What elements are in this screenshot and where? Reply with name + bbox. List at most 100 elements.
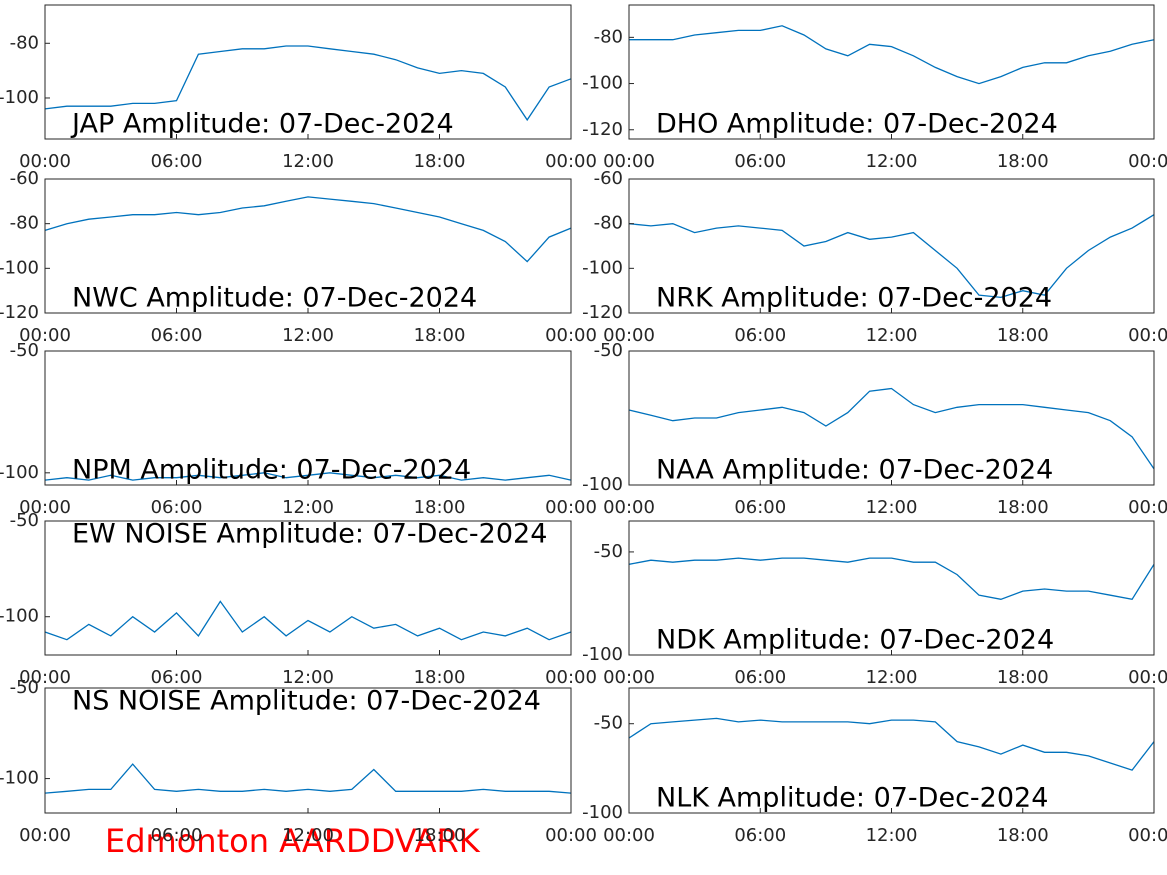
y-tick-label: -80 — [10, 32, 39, 53]
x-tick-label: 12:00 — [282, 325, 334, 346]
x-tick-label: 18:00 — [414, 325, 466, 346]
y-tick-label: -100 — [582, 474, 623, 495]
panel-title: NLK Amplitude: 07-Dec-2024 — [656, 783, 1048, 814]
y-tick-label: -120 — [582, 302, 623, 323]
y-tick-label: -50 — [594, 713, 623, 734]
x-tick-label: 06:00 — [151, 667, 203, 688]
x-tick-label: 12:00 — [282, 497, 334, 518]
y-tick-label: -80 — [594, 26, 623, 47]
panel-title: DHO Amplitude: 07-Dec-2024 — [656, 109, 1058, 140]
series-line — [628, 387, 1155, 470]
plot-area — [45, 688, 571, 813]
plot-area — [45, 351, 571, 485]
x-tick-label: 00:00 — [603, 667, 655, 688]
x-tick-label: 06:00 — [734, 667, 786, 688]
x-tick-label: 00:00 — [19, 667, 71, 688]
x-tick-label: 00:00 — [603, 325, 655, 346]
y-tick-label: -100 — [0, 257, 39, 278]
x-tick-label: 00:00 — [545, 151, 597, 172]
x-tick-label: 12:00 — [866, 497, 918, 518]
y-tick-label: -60 — [594, 168, 623, 189]
panel-title: NWC Amplitude: 07-Dec-2024 — [72, 283, 477, 314]
x-tick-label: 12:00 — [866, 151, 918, 172]
x-tick-label: 18:00 — [997, 667, 1049, 688]
y-tick-label: -80 — [594, 213, 623, 234]
plot-area — [629, 521, 1154, 655]
x-tick-label: 18:00 — [997, 825, 1049, 846]
series-line — [44, 196, 572, 263]
panel-title: NS NOISE Amplitude: 07-Dec-2024 — [72, 686, 541, 717]
x-tick-label: 12:00 — [282, 151, 334, 172]
x-tick-label: 12:00 — [866, 825, 918, 846]
x-tick-label: 00:00 — [1128, 151, 1167, 172]
y-tick-label: -120 — [582, 119, 623, 140]
x-tick-label: 12:00 — [866, 667, 918, 688]
x-tick-label: 18:00 — [414, 825, 466, 846]
x-tick-label: 06:00 — [734, 151, 786, 172]
y-tick-label: -50 — [594, 340, 623, 361]
series-line — [44, 472, 572, 481]
x-tick-label: 06:00 — [151, 825, 203, 846]
x-tick-label: 00:00 — [545, 825, 597, 846]
y-tick-label: -100 — [582, 802, 623, 823]
x-tick-label: 00:00 — [545, 497, 597, 518]
x-tick-label: 00:00 — [545, 667, 597, 688]
y-tick-label: -100 — [0, 768, 39, 789]
x-tick-label: 00:00 — [19, 825, 71, 846]
plot-area — [629, 179, 1154, 313]
panel-title: EW NOISE Amplitude: 07-Dec-2024 — [72, 519, 547, 550]
y-tick-label: -100 — [0, 606, 39, 627]
plot-area — [629, 688, 1154, 813]
x-tick-label: 00:00 — [603, 151, 655, 172]
series-line — [44, 600, 572, 641]
y-tick-label: -50 — [10, 340, 39, 361]
x-tick-label: 06:00 — [151, 151, 203, 172]
x-tick-label: 18:00 — [414, 151, 466, 172]
y-tick-label: -100 — [0, 462, 39, 483]
x-tick-label: 06:00 — [151, 497, 203, 518]
plot-area — [45, 5, 571, 139]
x-tick-label: 12:00 — [282, 667, 334, 688]
x-tick-label: 18:00 — [997, 497, 1049, 518]
x-tick-label: 00:00 — [19, 151, 71, 172]
x-tick-label: 00:00 — [19, 497, 71, 518]
y-tick-label: -80 — [10, 213, 39, 234]
x-tick-label: 00:00 — [1128, 497, 1167, 518]
x-tick-label: 00:00 — [603, 825, 655, 846]
x-tick-label: 12:00 — [282, 825, 334, 846]
x-tick-label: 18:00 — [414, 667, 466, 688]
plot-area — [629, 5, 1154, 139]
series-line — [44, 763, 572, 794]
footer: Edmonton AARDDVARK — [105, 822, 481, 860]
y-tick-label: -100 — [582, 644, 623, 665]
x-tick-label: 18:00 — [997, 325, 1049, 346]
y-tick-label: -50 — [10, 677, 39, 698]
y-tick-label: -50 — [10, 510, 39, 531]
x-tick-label: 00:00 — [1128, 825, 1167, 846]
panel-title: NRK Amplitude: 07-Dec-2024 — [656, 283, 1052, 314]
x-tick-label: 00:00 — [603, 497, 655, 518]
panel-title: NPM Amplitude: 07-Dec-2024 — [72, 455, 471, 486]
series-line — [628, 214, 1155, 299]
x-tick-label: 06:00 — [734, 325, 786, 346]
x-tick-label: 06:00 — [734, 497, 786, 518]
y-tick-label: -50 — [594, 541, 623, 562]
panel-title: NDK Amplitude: 07-Dec-2024 — [656, 625, 1054, 656]
panel-title: NAA Amplitude: 07-Dec-2024 — [656, 455, 1053, 486]
x-tick-label: 00:00 — [1128, 325, 1167, 346]
x-tick-label: 18:00 — [414, 497, 466, 518]
plot-area — [45, 179, 571, 313]
y-tick-label: -60 — [10, 168, 39, 189]
y-tick-label: -120 — [0, 302, 39, 323]
panel-title: JAP Amplitude: 07-Dec-2024 — [70, 109, 454, 140]
x-tick-label: 18:00 — [997, 151, 1049, 172]
series-line — [44, 45, 572, 122]
y-tick-label: -100 — [0, 87, 39, 108]
x-tick-label: 00:00 — [545, 325, 597, 346]
x-tick-label: 00:00 — [19, 325, 71, 346]
series-line — [628, 557, 1155, 601]
x-tick-label: 00:00 — [1128, 667, 1167, 688]
series-line — [628, 717, 1155, 771]
x-tick-label: 06:00 — [734, 825, 786, 846]
